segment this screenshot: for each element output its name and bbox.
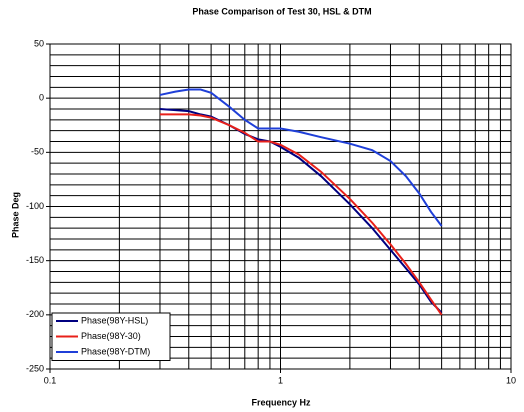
y-tick-label: 0 (39, 93, 44, 103)
y-tick-label: -150 (26, 255, 44, 265)
x-axis-label: Frequency Hz (251, 397, 311, 407)
y-tick-label: -200 (26, 309, 44, 319)
plot-frame (49, 43, 512, 370)
legend-label: Phase(98Y-DTM) (81, 346, 150, 356)
x-tick-label: 1 (278, 375, 283, 385)
y-tick-label: -250 (26, 363, 44, 373)
y-axis-label: Phase Deg (10, 192, 20, 238)
legend-label: Phase(98Y-HSL) (81, 315, 148, 325)
x-tick-label: 0.1 (44, 375, 57, 385)
y-tick-label: 50 (34, 38, 44, 48)
series-line (159, 113, 443, 316)
x-tick-label: 10 (506, 375, 516, 385)
y-tick-label: -100 (26, 201, 44, 211)
series-line (159, 88, 443, 227)
series-line (159, 108, 443, 314)
legend-label: Phase(98Y-30) (81, 331, 141, 341)
chart-title: Phase Comparison of Test 30, HSL & DTM (192, 6, 371, 16)
y-tick-label: -50 (31, 147, 44, 157)
